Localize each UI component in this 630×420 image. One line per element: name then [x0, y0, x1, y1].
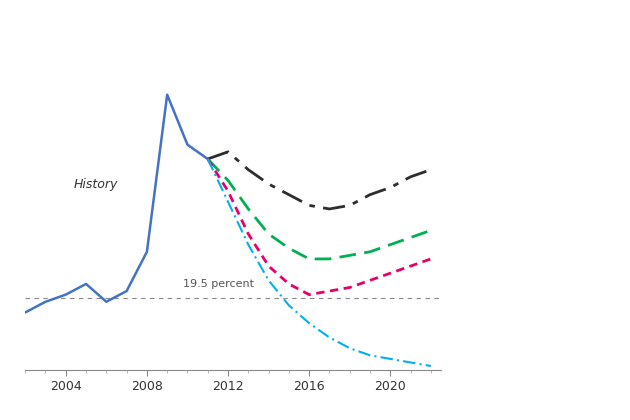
Text: 19.5 percent: 19.5 percent — [183, 279, 255, 289]
Text: History: History — [74, 178, 118, 191]
